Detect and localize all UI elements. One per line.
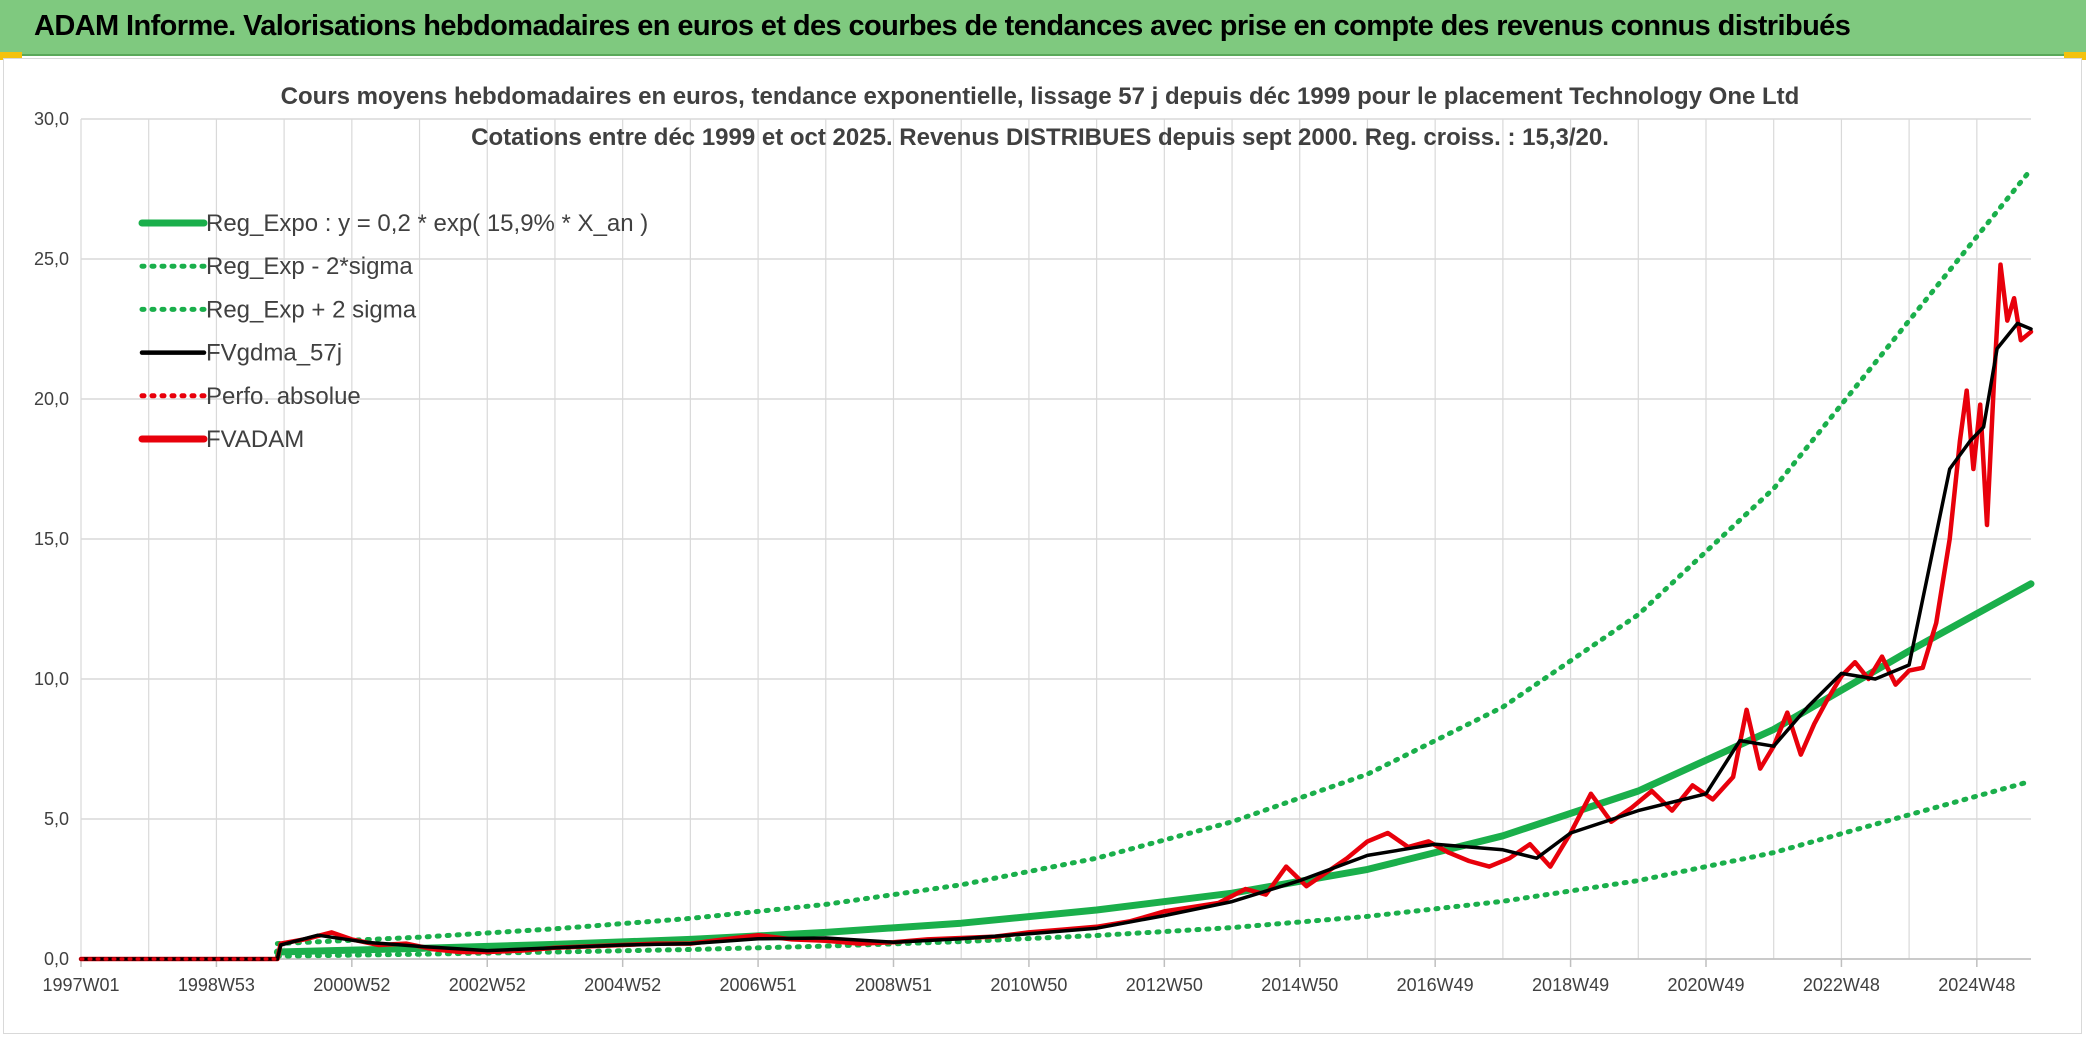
legend-label: Reg_Exp - 2*sigma: [206, 253, 413, 280]
y-tick-label: 15,0: [34, 529, 69, 549]
chart-titles: Cours moyens hebdomadaires en euros, ten…: [281, 83, 1800, 151]
x-tick-label: 1997W01: [42, 975, 119, 995]
x-tick-label: 2018W49: [1532, 975, 1609, 995]
y-tick-label: 20,0: [34, 389, 69, 409]
grid: [80, 118, 2031, 960]
series-fvgdma-57j: [79, 321, 2033, 961]
x-tick-label: 2012W50: [1126, 975, 1203, 995]
x-tick-label: 2024W48: [1938, 975, 2015, 995]
series-reg-exp-plus-2sigma: [274, 166, 2034, 947]
chart-subtitle: Cotations entre déc 1999 et oct 2025. Re…: [471, 124, 1609, 151]
legend-item: Perfo. absolue: [139, 383, 361, 410]
x-tick-label: 2020W49: [1667, 975, 1744, 995]
x-tick-label: 2008W51: [855, 975, 932, 995]
legend-label: Reg_Expo : y = 0,2 * exp( 15,9% * X_an ): [206, 210, 648, 237]
legend-label: Perfo. absolue: [206, 383, 361, 410]
legend-item: Reg_Exp + 2 sigma: [139, 296, 417, 323]
axes: 0,0 5,0 10,0 15,0 20,0 25,0 30,0 1997W01 1998W53…: [34, 109, 2031, 995]
chart-panel: 0,0 5,0 10,0 15,0 20,0 25,0 30,0 1997W01 1998W53…: [3, 58, 2082, 1034]
x-tick-label: 2022W48: [1803, 975, 1880, 995]
series-group: [78, 166, 2035, 962]
legend: Reg_Expo : y = 0,2 * exp( 15,9% * X_an )…: [138, 210, 648, 453]
series-reg-expo: [273, 580, 2035, 956]
report-title: ADAM Informe. Valorisations hebdomadaire…: [34, 10, 1851, 42]
x-tick-label: 2016W49: [1397, 975, 1474, 995]
x-tick-label: 2010W50: [990, 975, 1067, 995]
line-chart: 0,0 5,0 10,0 15,0 20,0 25,0 30,0 1997W01 1998W53…: [34, 83, 2035, 995]
x-tick-label: 2000W52: [313, 975, 390, 995]
y-tick-label: 25,0: [34, 249, 69, 269]
series-reg-exp-minus-2sigma: [274, 778, 2034, 959]
x-tick-label: 2006W51: [720, 975, 797, 995]
y-tick-label: 10,0: [34, 669, 69, 689]
y-tick-label: 30,0: [34, 109, 69, 129]
corner-mark-left: [0, 52, 22, 60]
legend-item: Reg_Exp - 2*sigma: [139, 253, 413, 280]
x-tick-label: 2004W52: [584, 975, 661, 995]
legend-item: FVgdma_57j: [139, 340, 342, 367]
x-tick-label: 2002W52: [449, 975, 526, 995]
series-fvadam: [78, 262, 2034, 962]
legend-label: FVADAM: [206, 426, 304, 453]
x-tick-label: 1998W53: [178, 975, 255, 995]
legend-label: Reg_Exp + 2 sigma: [206, 296, 417, 323]
y-tick-label: 5,0: [44, 809, 69, 829]
corner-mark-right: [2064, 52, 2086, 60]
y-tick-label: 0,0: [44, 949, 69, 969]
legend-label: FVgdma_57j: [206, 340, 342, 367]
legend-item: Reg_Expo : y = 0,2 * exp( 15,9% * X_an ): [138, 210, 648, 237]
report-header: ADAM Informe. Valorisations hebdomadaire…: [0, 0, 2086, 56]
chart-title: Cours moyens hebdomadaires en euros, ten…: [281, 83, 1800, 110]
x-tick-label: 2014W50: [1261, 975, 1338, 995]
legend-item: FVADAM: [138, 426, 304, 453]
